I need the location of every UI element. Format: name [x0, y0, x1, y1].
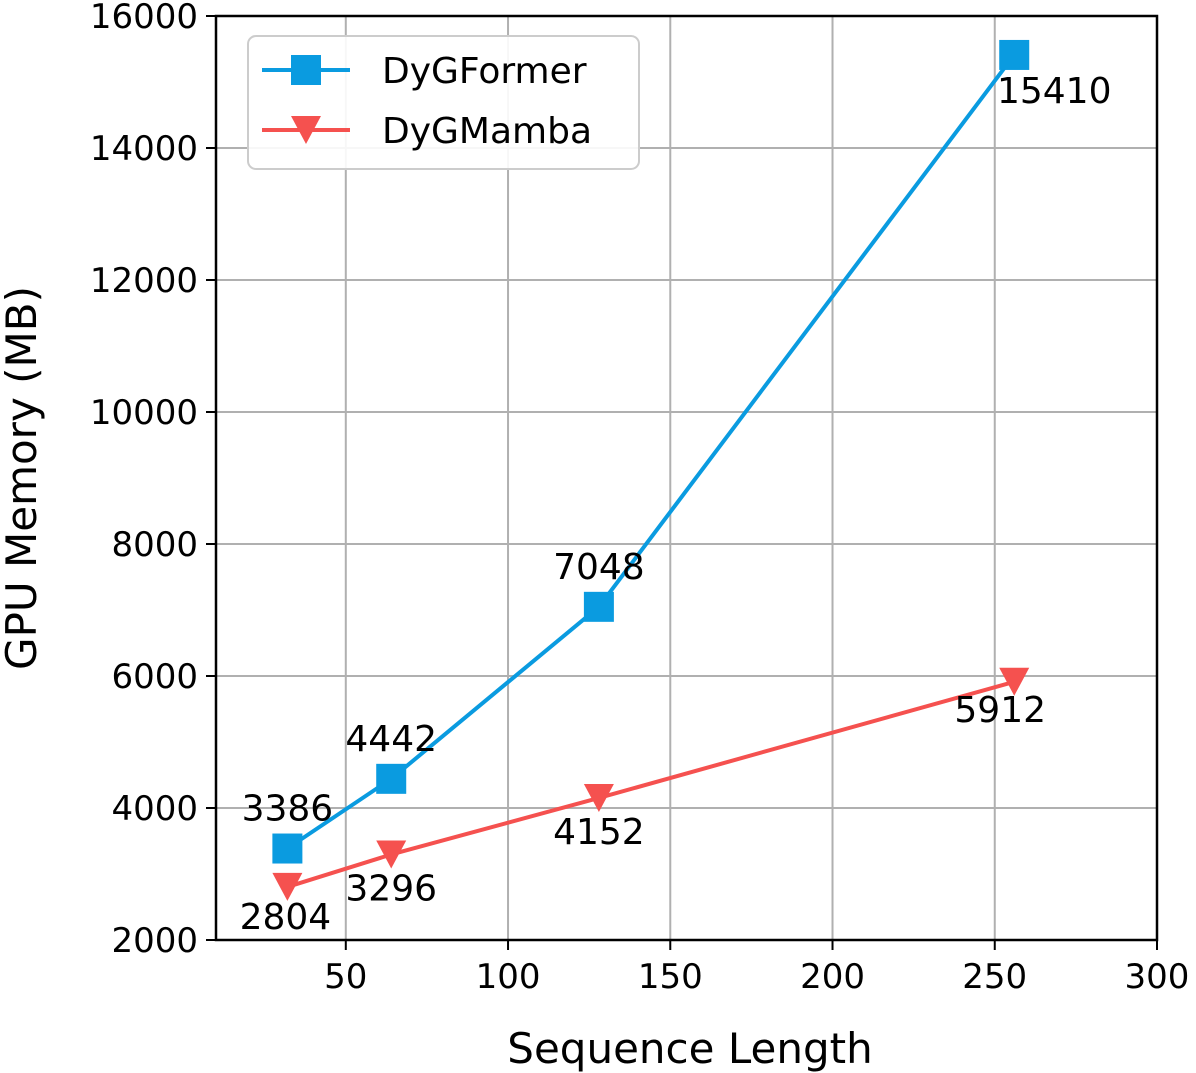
data-label: 3386: [242, 789, 334, 830]
y-tick-label: 6000: [111, 657, 198, 697]
data-labels: 3386 4442 7048 15410 2804 3296 4152 5912: [240, 71, 1112, 938]
data-label: 4152: [553, 812, 645, 853]
data-point: [583, 591, 614, 622]
data-label: 2804: [240, 897, 332, 938]
data-label: 15410: [997, 71, 1112, 112]
data-label: 3296: [345, 868, 437, 909]
x-tick-label: 250: [962, 957, 1027, 997]
legend-marker: [291, 55, 321, 85]
series-dygmamba: [272, 667, 1030, 901]
data-label: 7048: [553, 547, 645, 588]
data-point: [999, 39, 1030, 70]
y-tick-label: 8000: [111, 525, 198, 565]
y-tick-label: 14000: [90, 129, 198, 169]
legend-label: DyGFormer: [382, 51, 587, 92]
series-dygformer: [272, 39, 1030, 864]
legend-item-dygmamba: DyGMamba: [262, 111, 592, 152]
legend: DyGFormer DyGMamba: [247, 35, 640, 170]
data-point: [376, 763, 407, 794]
series-line: [286, 53, 1016, 851]
legend-marker: [291, 116, 321, 144]
x-tick-label: 150: [638, 957, 703, 997]
data-point: [376, 840, 407, 869]
data-label: 4442: [345, 719, 437, 760]
y-tick-label: 12000: [90, 261, 198, 301]
legend-item-dygformer: DyGFormer: [262, 51, 587, 92]
x-axis-title: Sequence Length: [507, 1024, 872, 1073]
data-point: [583, 783, 614, 812]
data-label: 5912: [954, 690, 1046, 731]
y-tick-label: 10000: [90, 393, 198, 433]
y-axis-title: GPU Memory (MB): [0, 286, 46, 670]
plot-frame: [214, 14, 1159, 942]
y-tick-label: 16000: [90, 0, 198, 37]
series-layer: [272, 39, 1030, 901]
y-tick-label: 4000: [111, 789, 198, 829]
data-point: [999, 667, 1030, 696]
x-tick-label: 300: [1125, 957, 1190, 997]
legend-label: DyGMamba: [382, 111, 592, 152]
y-tick-label: 2000: [111, 921, 198, 961]
x-tick-label: 50: [324, 957, 367, 997]
series-line: [286, 679, 1015, 889]
data-point: [272, 872, 303, 901]
data-point: [272, 833, 303, 864]
x-tick-label: 200: [800, 957, 865, 997]
x-tick-label: 100: [476, 957, 541, 997]
axis-ticks: 50 100 150 200 250 300 2000 4000 6000 8000 10000 12…: [90, 0, 1190, 997]
